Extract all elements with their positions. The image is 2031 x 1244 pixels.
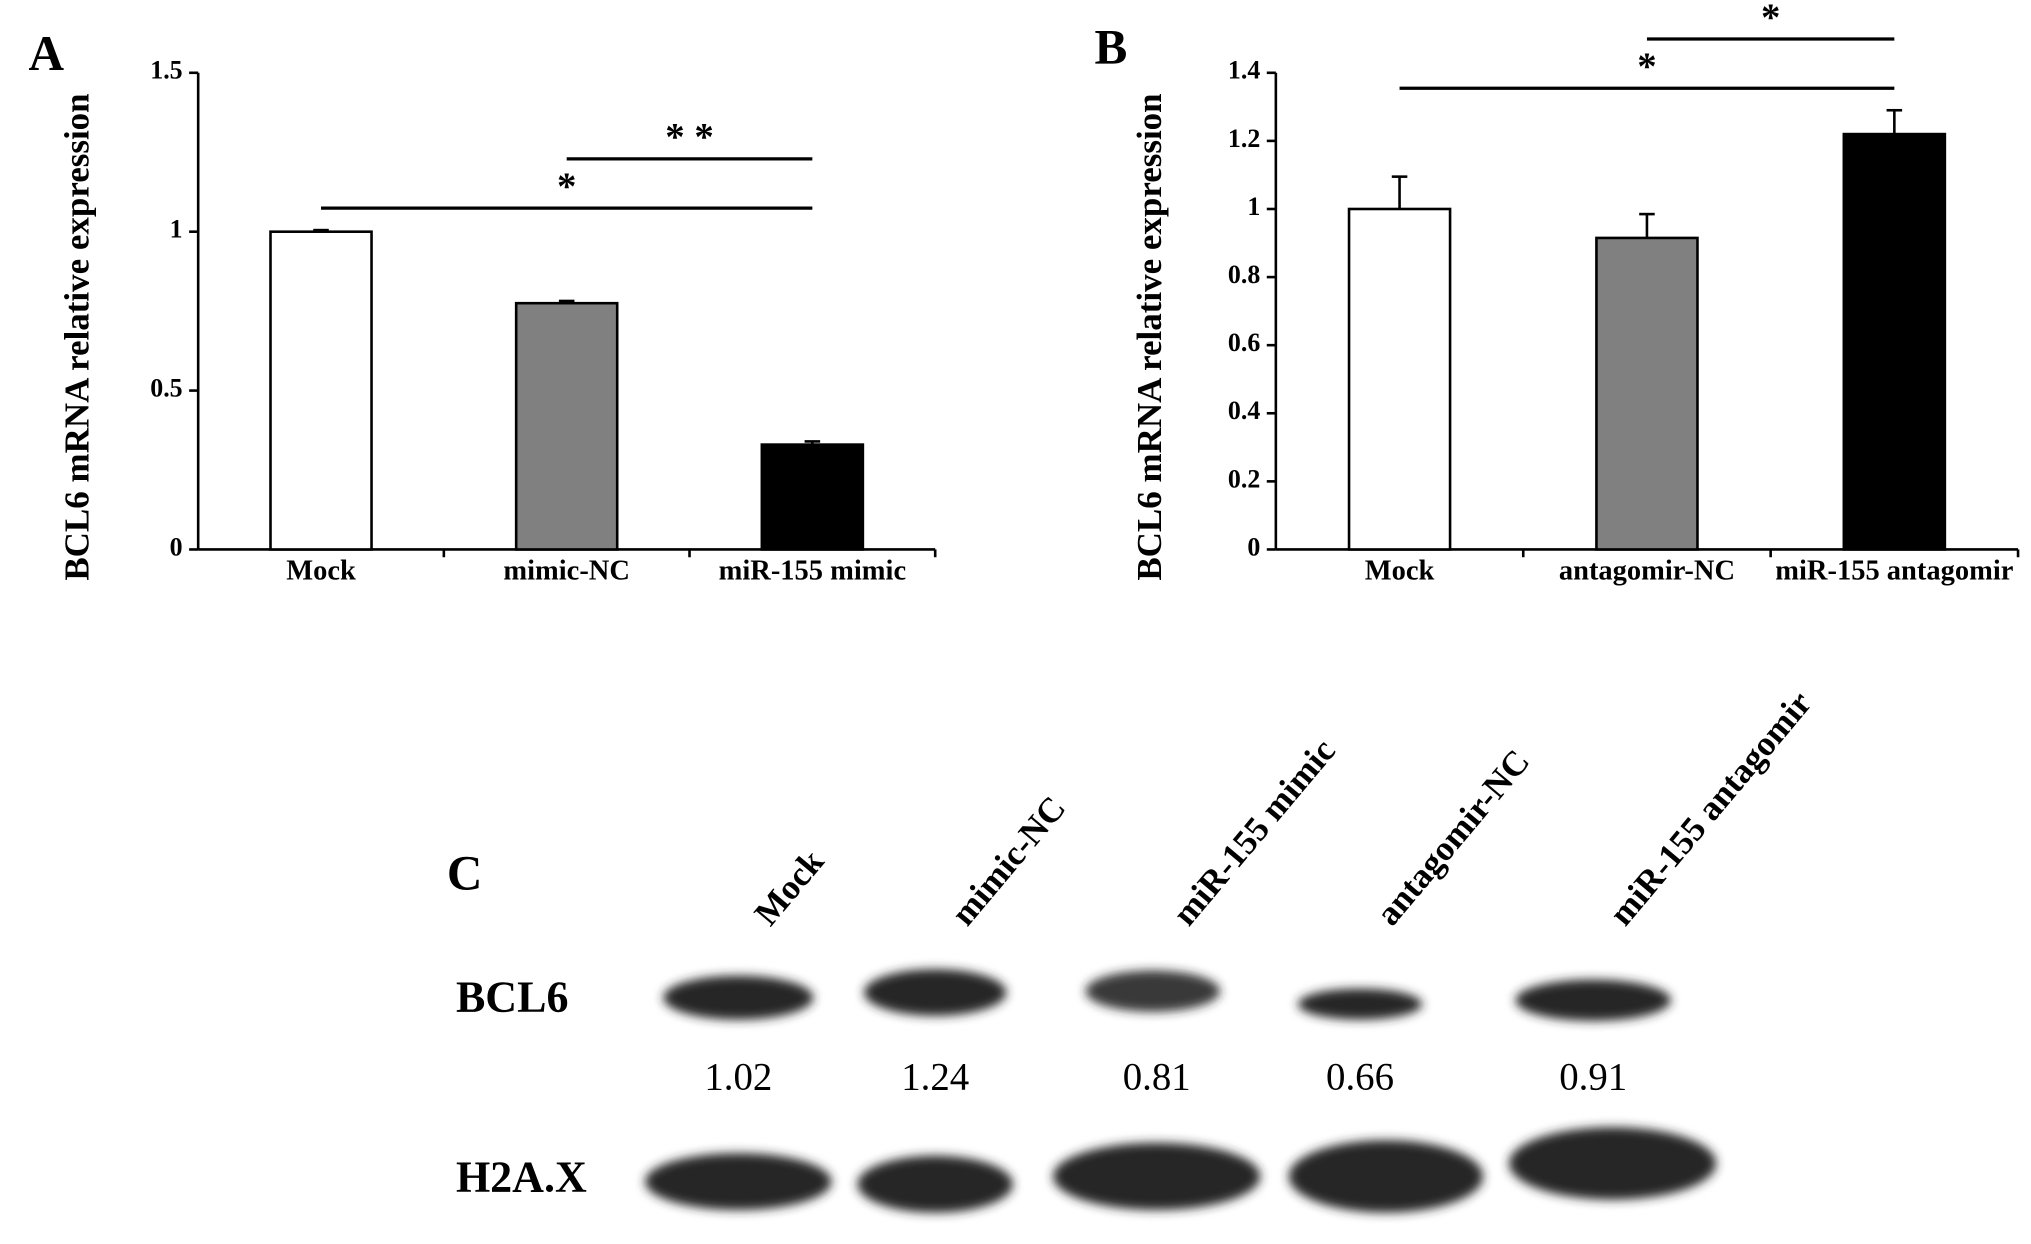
band-value: 1.24 [901, 1055, 969, 1098]
y-tick-label: 1.2 [1228, 124, 1260, 153]
y-tick-label: 0 [1247, 532, 1260, 561]
y-tick-label: 0.6 [1228, 328, 1260, 357]
y-tick-label: 0 [170, 532, 183, 561]
x-tick-label: Mock [286, 555, 356, 586]
panel-label: B [1095, 19, 1128, 74]
bar [514, 301, 619, 551]
lane-label: miR-155 mimic [1165, 731, 1343, 932]
x-tick-label: miR-155 antagomir [1775, 555, 2013, 586]
y-tick-label: 0.4 [1228, 396, 1260, 425]
significance-label: * * [665, 116, 714, 159]
y-axis-label: BCL6 mRNA relative expression [57, 93, 96, 580]
lane-label: Mock [747, 842, 832, 933]
bar [1595, 236, 1699, 551]
y-tick-label: 1 [1247, 192, 1260, 221]
band-value: 0.91 [1559, 1055, 1627, 1098]
y-tick-label: 1.5 [150, 56, 182, 85]
bar [269, 230, 373, 551]
y-tick-label: 1.4 [1228, 56, 1260, 85]
x-tick-label: antagomir-NC [1559, 555, 1735, 586]
bar [1347, 207, 1452, 551]
x-tick-label: mimic-NC [503, 555, 630, 586]
band-value: 0.81 [1123, 1055, 1191, 1098]
lane-label: mimic-NC [944, 789, 1074, 933]
y-axis-label: BCL6 mRNA relative expression [1130, 93, 1169, 580]
panel-label: C [447, 846, 483, 901]
row-label: H2A.X [456, 1153, 587, 1202]
lane-label: miR-155 antagomir [1602, 684, 1820, 933]
bar [760, 443, 865, 551]
y-tick-label: 0.2 [1228, 464, 1260, 493]
lane-label: antagomir-NC [1368, 742, 1537, 933]
significance-label: * [1637, 45, 1656, 88]
y-tick-label: 1 [170, 215, 183, 244]
y-tick-label: 0.8 [1228, 260, 1260, 289]
panel-label: A [28, 26, 64, 81]
x-tick-label: Mock [1365, 555, 1435, 586]
band-value: 1.02 [704, 1055, 772, 1098]
significance-label: * [557, 165, 576, 208]
y-tick-label: 0.5 [150, 374, 182, 403]
x-tick-label: miR-155 mimic [719, 555, 906, 586]
blot-bands [645, 969, 1717, 1213]
bar [1842, 132, 1947, 551]
row-label: BCL6 [456, 973, 569, 1022]
significance-label: * [1761, 0, 1780, 39]
band-value: 0.66 [1326, 1055, 1394, 1098]
